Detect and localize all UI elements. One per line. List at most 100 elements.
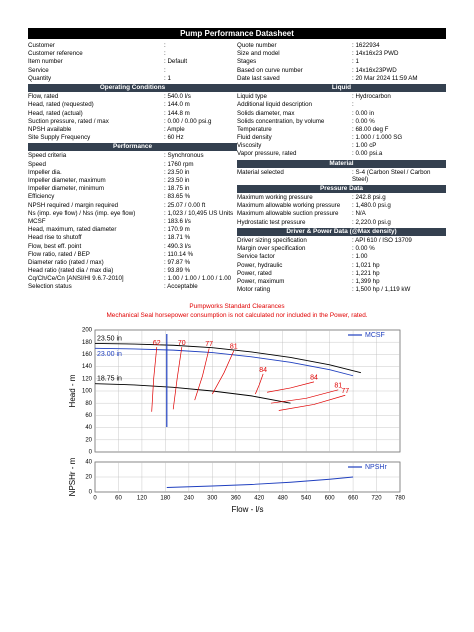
field-value: : 1,021 hp xyxy=(352,261,380,269)
efficiency-label: 81 xyxy=(334,383,342,390)
field-row: Fluid density: 1.000 / 1.000 SG xyxy=(237,134,446,142)
field-label: Date last saved xyxy=(237,74,280,82)
field-label: Margin over specification xyxy=(237,245,306,253)
field-label: Vapor pressure, rated xyxy=(237,150,297,158)
field-label: Power, rated xyxy=(237,269,272,277)
field-label: Flow, best eff. point xyxy=(28,242,82,250)
field-value: : 0.00 % xyxy=(352,245,375,253)
field-value: : 1.000 / 1.000 SG xyxy=(352,134,403,142)
y-tick-label: 40 xyxy=(85,460,92,466)
field-label: Head, rated (requested) xyxy=(28,101,94,109)
field-label: Solids diameter, max xyxy=(237,109,295,117)
x-tick-label: 180 xyxy=(160,496,171,502)
field-value: : 23.50 in xyxy=(164,177,190,184)
efficiency-label: 77 xyxy=(341,388,349,395)
y-tick-label: 40 xyxy=(85,425,92,431)
field-row: MCSF: 183.6 l/s xyxy=(28,218,237,226)
field-label: Hydrostatic test pressure xyxy=(237,218,306,226)
field-row: Hydrostatic test pressure : 2,220.0 psi.g xyxy=(237,219,446,227)
section-header: Liquid xyxy=(237,83,446,93)
field-label: Selection status xyxy=(28,283,72,291)
field-label: Maximum allowable suction pressure xyxy=(237,210,339,218)
right-column: Quote number: 1622934 Size and model: 14x… xyxy=(237,42,446,294)
field-label: Power, hydraulic xyxy=(237,261,283,269)
section-header: Driver & Power Data (@Max density) xyxy=(237,227,446,236)
curve-label: 18.75 in xyxy=(97,376,122,383)
field-label: Stages xyxy=(237,58,257,66)
field-row: Liquid type: Hydrocarbon xyxy=(237,93,446,101)
field-value: : Ample xyxy=(164,125,185,133)
x-tick-label: 0 xyxy=(93,496,97,502)
field-row: Power, rated : 1,221 hp xyxy=(237,270,446,278)
field-value: : 170.9 m xyxy=(164,226,190,234)
x-tick-label: 360 xyxy=(231,496,242,502)
field-row: Site Supply Frequency: 60 Hz xyxy=(28,134,237,142)
field-row: Margin over specification : 0.00 % xyxy=(237,245,446,253)
note: Mechanical Seal horsepower consumption i… xyxy=(106,312,368,319)
field-row: Impeller diameter, maximum: 23.50 in xyxy=(28,177,237,185)
field-value: : 1.00 xyxy=(352,253,368,261)
field-label: Temperature xyxy=(237,125,272,133)
field-value: : Hydrocarbon xyxy=(352,93,391,101)
legend-label: MCSF xyxy=(365,332,385,339)
field-label: Driver sizing specification xyxy=(237,236,307,244)
y-tick-label: 80 xyxy=(85,401,92,407)
field-value: : 0.00 psi.a xyxy=(352,150,383,158)
field-row: Vapor pressure, rated : 0.00 psi.a xyxy=(237,150,446,158)
field-value: : 1,399 hp xyxy=(352,277,380,285)
field-row: Viscosity: 1.00 cP xyxy=(237,142,446,150)
field-row: Efficiency: 83.65 % xyxy=(28,193,237,201)
field-label: Service xyxy=(28,66,49,74)
field-label: Maximum allowable working pressure xyxy=(237,202,341,210)
field-value: : 20 Mar 2024 11:59 AM xyxy=(352,74,418,82)
field-value: : 18.75 in xyxy=(164,185,190,193)
y-tick-label: 180 xyxy=(82,340,93,346)
y-axis-title: NPSHr - m xyxy=(68,457,77,496)
efficiency-label: 84 xyxy=(259,367,267,374)
field-value: : 68.00 deg F xyxy=(352,125,389,133)
field-label: Customer xyxy=(28,42,55,49)
field-value: : 14x16x23PWD xyxy=(352,66,397,74)
field-label: NPSH required / margin required xyxy=(28,201,119,209)
y-tick-label: 100 xyxy=(82,389,93,395)
field-value: : Default xyxy=(164,58,188,66)
field-label: Additional liquid description xyxy=(237,101,312,109)
field-row: Customer reference: xyxy=(28,50,237,58)
field-row: Temperature : 68.00 deg F xyxy=(237,126,446,134)
field-row: Quote number: 1622934 xyxy=(237,42,446,50)
curve-label: 23.00 in xyxy=(97,351,122,358)
field-value: : API 610 / ISO 13709 xyxy=(352,236,412,244)
section-header: Material xyxy=(237,159,446,168)
efficiency-line xyxy=(212,350,235,395)
y-tick-label: 200 xyxy=(82,328,93,334)
field-value: : 60 Hz xyxy=(164,134,184,142)
field-row: Flow ratio, rated / BEP: 110.14 % xyxy=(28,251,237,259)
field-label: Speed criteria xyxy=(28,152,67,160)
field-value: : 1,500 hp / 1,119 kW xyxy=(352,286,411,294)
field-label: Efficiency xyxy=(28,193,55,201)
field-label: Item number xyxy=(28,58,63,66)
section-header: Operating Conditions xyxy=(28,83,237,93)
x-tick-label: 480 xyxy=(278,496,289,502)
field-row: NPSH required / margin required: 25.07 /… xyxy=(28,202,237,210)
x-tick-label: 120 xyxy=(137,496,148,502)
legend-label: NPSHr xyxy=(365,464,387,471)
y-tick-label: 20 xyxy=(85,437,92,443)
field-value: : xyxy=(164,66,166,74)
field-value: : 1 xyxy=(352,58,359,66)
field-row: Head, maximum, rated diameter: 170.9 m xyxy=(28,226,237,234)
field-row: Date last saved : 20 Mar 2024 11:59 AM xyxy=(237,75,446,83)
y-tick-label: 0 xyxy=(89,450,93,456)
y-tick-label: 160 xyxy=(82,352,93,358)
field-value: : 1,221 hp xyxy=(352,269,380,277)
x-tick-label: 300 xyxy=(207,496,218,502)
field-row: Additional liquid description: xyxy=(237,101,446,109)
field-value: : 1760 rpm xyxy=(164,160,194,168)
field-row: Quantity: 1 xyxy=(28,75,237,83)
field-row: Flow, rated: 540.0 l/s xyxy=(28,93,237,101)
field-label: Head, rated (actual) xyxy=(28,109,83,117)
field-row: Diameter ratio (rated / max): 97.87 % xyxy=(28,259,237,267)
field-value: : 2,220.0 psi.g xyxy=(352,218,391,226)
efficiency-label: 70 xyxy=(178,340,186,347)
